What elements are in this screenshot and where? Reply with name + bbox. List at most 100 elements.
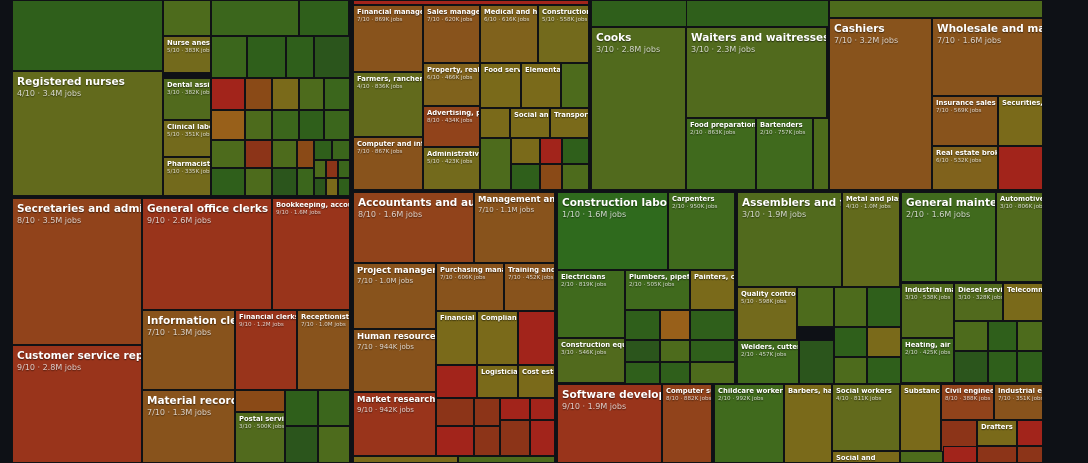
treemap-tile-pharmacists[interactable]: Pharmacists 5/10 · 335K jobs (163, 157, 211, 196)
treemap-cell-48 (829, 0, 1043, 18)
treemap-tile-carpenters[interactable]: Carpenters 2/10 · 950K jobs (668, 192, 735, 270)
treemap-tile-sales-managers[interactable]: Sales managers7/10 · 620K jobs (423, 5, 480, 63)
treemap-tile-financial-an[interactable]: Financial an (436, 311, 477, 365)
treemap-cell-86 (1017, 321, 1043, 351)
treemap-tile-project-managemen[interactable]: Project managemen7/10 · 1.0M jobs (353, 263, 436, 329)
treemap-tile-financial-clerks[interactable]: Financial clerks 9/10 · 1.2M jobs (235, 310, 297, 390)
treemap-tile-real-estate-brokers[interactable]: Real estate brokers6/10 · 532K jobs (932, 146, 998, 190)
treemap-tile-dental-assista[interactable]: Dental assista3/10 · 382K jobs (163, 78, 211, 120)
treemap-tile-construction-equip[interactable]: Construction equip3/10 · 546K jobs (557, 338, 625, 383)
tile-label: Financial clerks (239, 314, 296, 321)
treemap-tile-secretaries-and-administrat[interactable]: Secretaries and administrat8/10 · 3.5M j… (12, 198, 142, 345)
treemap-tile-social-and[interactable]: Social and (510, 108, 550, 138)
treemap-tile-social-workers[interactable]: Social workers 4/10 · 811K jobs (832, 384, 900, 451)
treemap-tile-complianc[interactable]: Complianc (477, 311, 518, 365)
treemap-cell-46 (686, 0, 829, 27)
treemap-tile-welders-cutters[interactable]: Welders, cutters,2/10 · 457K jobs (737, 340, 799, 384)
treemap-tile-wholesale-and-manufac[interactable]: Wholesale and manufac7/10 · 1.6M jobs (932, 18, 1043, 96)
treemap-tile-waiters-and-waitresses[interactable]: Waiters and waitresses 3/10 · 2.3M jobs (686, 27, 827, 118)
treemap-tile-logisticians[interactable]: Logisticians (477, 365, 518, 398)
treemap-cell-11 (272, 78, 299, 110)
treemap-tile-industrial-eng[interactable]: Industrial eng7/10 · 351K jobs (994, 384, 1043, 420)
treemap-tile-painters-co[interactable]: Painters, co (690, 270, 735, 310)
tile-value: 5/10 · 558K jobs (542, 16, 588, 23)
treemap-tile-general-office-clerks[interactable]: General office clerks 9/10 · 2.6M jobs (142, 198, 272, 310)
treemap-tile-clinical-labora[interactable]: Clinical labora5/10 · 351K jobs (163, 120, 211, 157)
treemap-tile-civil-engineers[interactable]: Civil engineers8/10 · 388K jobs (941, 384, 994, 420)
treemap-tile-information-clerks[interactable]: Information clerks7/10 · 1.3M jobs (142, 310, 235, 390)
treemap-tile-receptionists[interactable]: Receptionists 7/10 · 1.0M jobs (297, 310, 350, 390)
treemap-tile-elementar[interactable]: Elementar (521, 63, 561, 108)
treemap-tile-food-servic[interactable]: Food servic (480, 63, 521, 108)
treemap-tile-farmers-ranchers-a[interactable]: Farmers, ranchers, a4/10 · 836K jobs (353, 72, 423, 137)
treemap-tile-cashiers[interactable]: Cashiers 7/10 · 3.2M jobs (829, 18, 932, 190)
treemap-cell-61 (474, 426, 500, 456)
treemap-tile-advertising-pro[interactable]: Advertising, pro8/10 · 434K jobs (423, 106, 480, 147)
treemap-cell-87 (954, 351, 988, 383)
tile-value: 9/10 · 1.6M jobs (276, 209, 321, 216)
treemap-tile-human-resources-sp[interactable]: Human resources sp7/10 · 944K jobs (353, 329, 436, 392)
tile-value: 5/10 · 383K jobs (167, 47, 210, 54)
treemap-cell-29 (314, 160, 326, 178)
treemap-tile-nurse-anesthe[interactable]: Nurse anesthe5/10 · 383K jobs (163, 36, 211, 73)
treemap-tile-metal-and-plast[interactable]: Metal and plast4/10 · 1.0M jobs (842, 192, 900, 287)
treemap-tile-computer-and-infor[interactable]: Computer and infor7/10 · 867K jobs (353, 137, 423, 190)
treemap-cell-65 (458, 456, 555, 463)
treemap-cell-23 (314, 140, 332, 160)
tile-label: Farmers, ranchers, a (357, 76, 422, 83)
treemap-tile-cooks[interactable]: Cooks 3/10 · 2.8M jobs (591, 27, 686, 190)
treemap-tile-postal-service[interactable]: Postal service3/10 · 500K jobs (235, 412, 285, 463)
treemap-tile-cost-estim[interactable]: Cost estim (518, 365, 555, 398)
tile-label: Cashiers (834, 23, 885, 35)
treemap-tile-heating-air-co[interactable]: Heating, air co2/10 · 425K jobs (901, 338, 954, 383)
tile-label: Bartenders (760, 122, 803, 129)
tile-label: Dental assista (167, 82, 210, 89)
treemap-tile-barbers-hai[interactable]: Barbers, hai (784, 384, 832, 463)
treemap-tile-food-preparation-w[interactable]: Food preparation w2/10 · 863K jobs (686, 118, 756, 190)
treemap-tile-bartenders[interactable]: Bartenders 2/10 · 757K jobs (756, 118, 813, 190)
treemap-tile-industrial-mach[interactable]: Industrial mach3/10 · 538K jobs (901, 283, 954, 338)
treemap-cell-6 (247, 36, 286, 78)
tile-value: 6/10 · 616K jobs (484, 16, 530, 23)
treemap-tile-construction-m[interactable]: Construction m5/10 · 558K jobs (538, 5, 589, 63)
treemap-tile-assemblers-and-fabric[interactable]: Assemblers and fabric3/10 · 1.9M jobs (737, 192, 842, 287)
treemap-tile-childcare-workers[interactable]: Childcare workers 2/10 · 992K jobs (714, 384, 784, 463)
treemap-tile-quality-control-in[interactable]: Quality control in5/10 · 598K jobs (737, 287, 797, 340)
treemap-tile-automotive-s[interactable]: Automotive s3/10 · 806K jobs (996, 192, 1043, 282)
treemap-tile-registered-nurses[interactable]: Registered nurses 4/10 · 3.4M jobs (12, 71, 163, 196)
tile-value: 5/10 · 598K jobs (741, 298, 787, 305)
tile-label: Secretaries and administrat (17, 203, 141, 215)
treemap-tile-management-analys[interactable]: Management analys7/10 · 1.1M jobs (474, 192, 555, 263)
treemap-tile-software-developers[interactable]: Software developers,9/10 · 1.9M jobs (557, 384, 662, 463)
treemap-tile-training-and-d[interactable]: Training and d7/10 · 452K jobs (504, 263, 555, 311)
tile-value: 5/10 · 351K jobs (167, 131, 210, 138)
tile-value: 9/10 · 2.6M jobs (147, 216, 212, 226)
treemap-tile-electricians[interactable]: Electricians 2/10 · 819K jobs (557, 270, 625, 338)
treemap-tile-market-research-ana[interactable]: Market research ana9/10 · 942K jobs (353, 392, 436, 456)
treemap-tile-medical-and-hea[interactable]: Medical and hea6/10 · 616K jobs (480, 5, 538, 63)
treemap-tile-administrative-s[interactable]: Administrative s5/10 · 423K jobs (423, 147, 480, 190)
treemap-tile-substance[interactable]: Substance (900, 384, 941, 451)
treemap-tile-accountants-and-auditors[interactable]: Accountants and auditors8/10 · 1.6M jobs (353, 192, 474, 263)
tile-value: 4/10 · 811K jobs (836, 395, 882, 402)
treemap-tile-transportat[interactable]: Transportat (550, 108, 589, 138)
treemap-tile-property-real-es[interactable]: Property, real es6/10 · 466K jobs (423, 63, 480, 106)
treemap-tile-diesel-servic[interactable]: Diesel servic 3/10 · 328K jobs (954, 283, 1003, 321)
treemap-tile-computer-su[interactable]: Computer su 8/10 · 882K jobs (662, 384, 712, 463)
tile-label: Social and (836, 455, 876, 462)
treemap-tile-material-recording-cl[interactable]: Material recording cl7/10 · 1.3M jobs (142, 390, 235, 463)
treemap-tile-general-maintenanc[interactable]: General maintenanc2/10 · 1.6M jobs (901, 192, 996, 282)
treemap-tile-social-and[interactable]: Social and (832, 451, 900, 463)
treemap-tile-customer-service-represent[interactable]: Customer service represent9/10 · 2.8M jo… (12, 345, 142, 463)
treemap-tile-plumbers-pipefitte[interactable]: Plumbers, pipefitte2/10 · 505K jobs (625, 270, 690, 310)
treemap-tile-drafters[interactable]: Drafters (977, 420, 1017, 446)
treemap-tile-construction-laborers-a[interactable]: Construction laborers a1/10 · 1.6M jobs (557, 192, 668, 270)
treemap-tile-financial-managers[interactable]: Financial managers7/10 · 869K jobs (353, 5, 423, 72)
treemap-cell-89 (1017, 351, 1043, 383)
treemap-tile-bookkeeping-accou[interactable]: Bookkeeping, accou 9/10 · 1.6M jobs (272, 198, 350, 310)
treemap-tile-securities-c[interactable]: Securities, c (998, 96, 1043, 146)
tile-value: 7/10 · 867K jobs (357, 148, 403, 155)
treemap-tile-telecomm[interactable]: Telecomm (1003, 283, 1043, 321)
